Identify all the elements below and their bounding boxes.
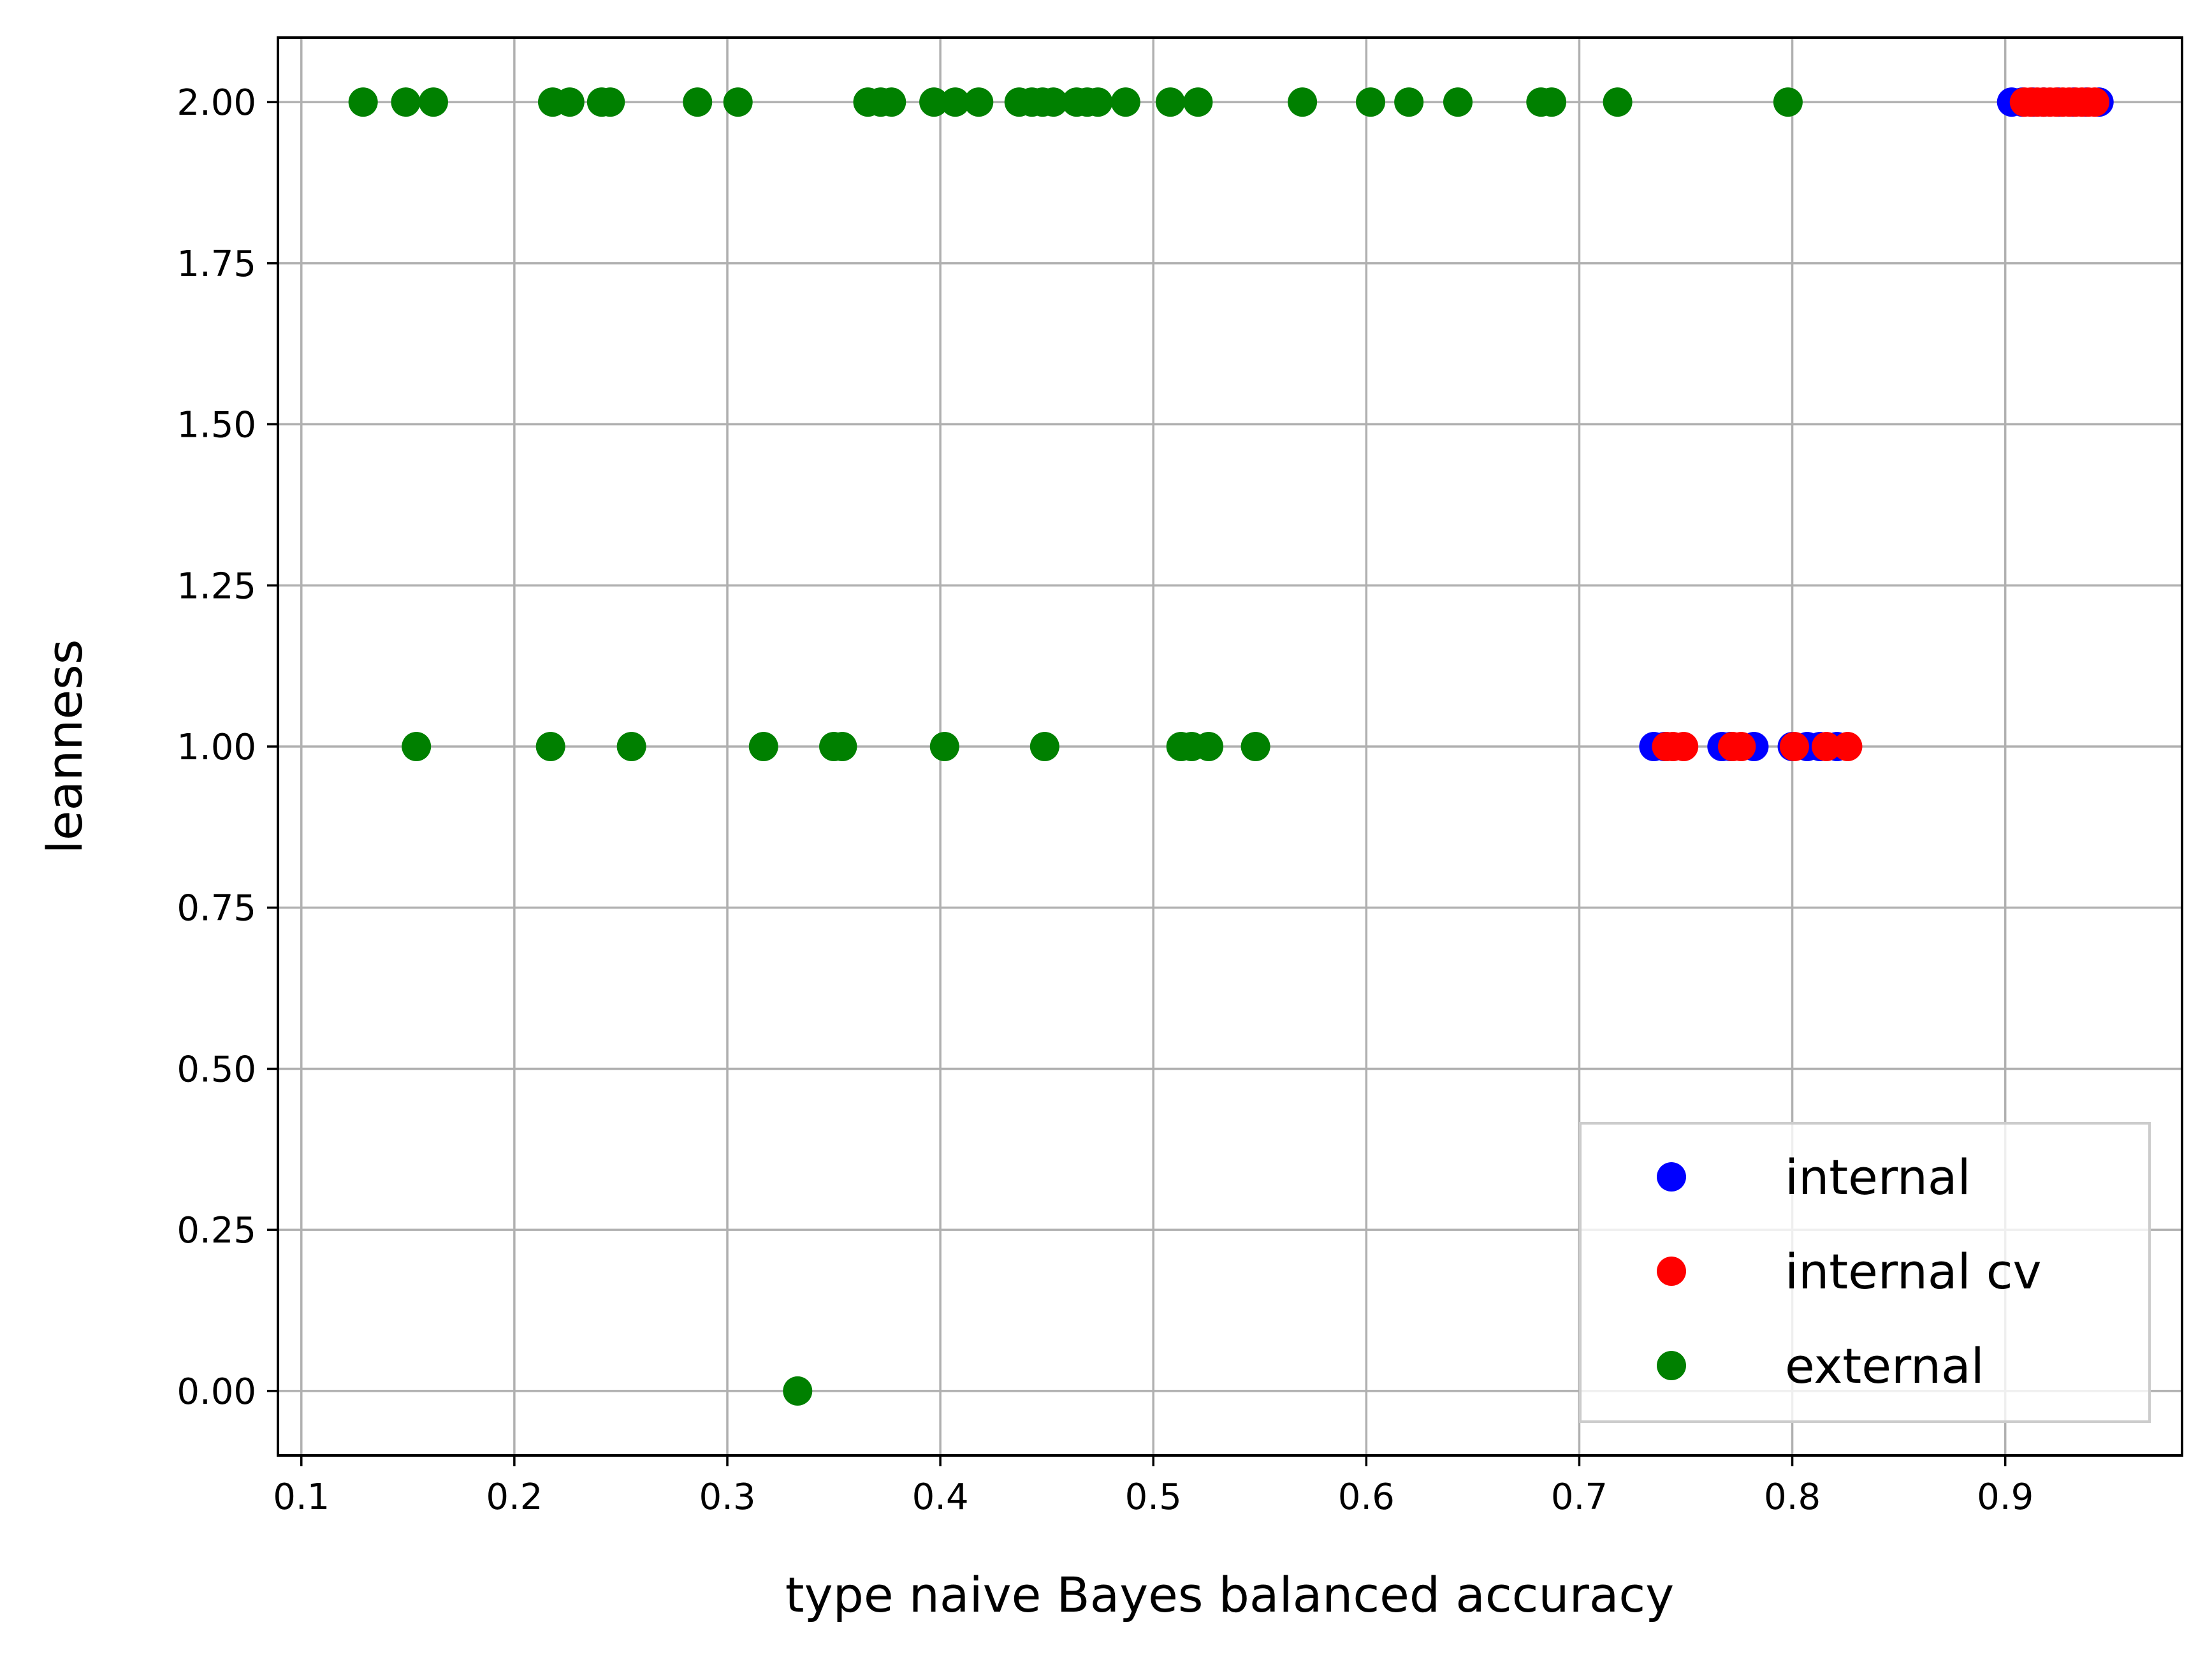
y-tick-label: 1.25	[177, 565, 256, 607]
legend-marker	[1657, 1257, 1686, 1286]
x-tick-label: 0.7	[1551, 1476, 1608, 1518]
data-point	[783, 1376, 813, 1406]
data-point	[1833, 732, 1863, 761]
data-point	[1603, 87, 1633, 117]
series-external	[348, 87, 1803, 1406]
y-tick-label: 1.75	[177, 244, 256, 285]
data-point	[919, 87, 949, 117]
data-point	[535, 732, 565, 761]
data-point	[723, 87, 753, 117]
y-tick-label: 0.75	[177, 888, 256, 929]
x-tick-label: 0.2	[486, 1476, 542, 1518]
data-point	[1288, 87, 1318, 117]
legend-label: internal cv	[1785, 1243, 2042, 1300]
x-tick-label: 0.6	[1338, 1476, 1395, 1518]
data-point	[1726, 732, 1756, 761]
y-axis-label: leanness	[36, 639, 93, 854]
data-point	[391, 87, 421, 117]
data-point	[1110, 87, 1140, 117]
data-point	[964, 87, 994, 117]
data-point	[1155, 87, 1185, 117]
legend-marker	[1657, 1351, 1686, 1380]
x-tick-label: 0.8	[1764, 1476, 1821, 1518]
data-point	[1773, 87, 1803, 117]
data-point	[1183, 87, 1213, 117]
x-tick-label: 0.3	[699, 1476, 755, 1518]
data-point	[1394, 87, 1424, 117]
data-point	[555, 87, 585, 117]
x-axis-ticks: 0.1 0.2 0.3 0.4 0.5 0.6 0.7 0.8 0.9	[273, 1455, 2034, 1518]
legend: internal internal cv external	[1579, 1122, 2151, 1423]
x-axis-label: type naive Bayes balanced accuracy	[785, 1566, 1674, 1623]
x-tick-label: 0.9	[1977, 1476, 2034, 1518]
legend-label: external	[1785, 1338, 1984, 1394]
data-point	[1356, 87, 1386, 117]
data-point	[1779, 732, 1809, 761]
data-point	[1812, 732, 1842, 761]
data-point	[348, 87, 378, 117]
data-point	[2080, 87, 2110, 117]
data-point	[1669, 732, 1699, 761]
data-point	[1038, 87, 1068, 117]
data-point	[1537, 87, 1567, 117]
legend-label: internal	[1785, 1149, 1971, 1206]
data-point	[827, 732, 857, 761]
data-point	[402, 732, 432, 761]
y-tick-label: 0.00	[177, 1371, 256, 1413]
data-points	[348, 87, 2114, 1406]
y-tick-label: 1.50	[177, 405, 256, 446]
data-point	[929, 732, 959, 761]
data-point	[418, 87, 448, 117]
y-tick-label: 0.25	[177, 1210, 256, 1251]
y-tick-label: 1.00	[177, 727, 256, 768]
data-point	[595, 87, 625, 117]
data-point	[1443, 87, 1473, 117]
y-axis-ticks: 0.00 0.25 0.50 0.75 1.00 1.25 1.50 1.75 2.00	[177, 82, 278, 1413]
x-tick-label: 0.1	[273, 1476, 330, 1518]
data-point	[748, 732, 778, 761]
x-tick-label: 0.4	[912, 1476, 969, 1518]
data-point	[1083, 87, 1113, 117]
data-point	[683, 87, 713, 117]
y-tick-label: 2.00	[177, 82, 256, 124]
x-tick-label: 0.5	[1125, 1476, 1182, 1518]
data-point	[1030, 732, 1059, 761]
data-point	[877, 87, 906, 117]
legend-marker	[1657, 1162, 1686, 1192]
data-point	[1241, 732, 1270, 761]
data-point	[940, 87, 970, 117]
series-internal-cv	[1652, 87, 2110, 761]
data-point	[1194, 732, 1224, 761]
y-tick-label: 0.50	[177, 1049, 256, 1090]
data-point	[616, 732, 646, 761]
